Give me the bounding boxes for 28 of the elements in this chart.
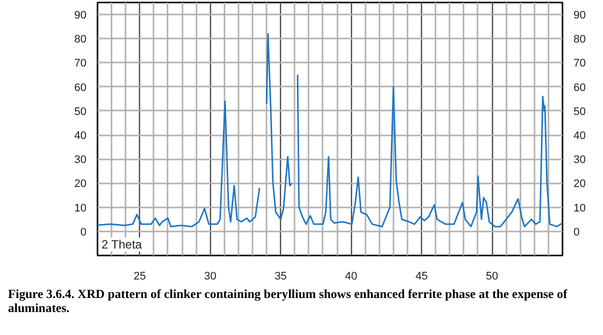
y-tick-label: 70 [74,58,87,70]
y2-tick-label: 40 [574,130,586,142]
y2-tick-label: 60 [574,82,586,94]
y2-tick-label: 20 [574,178,586,190]
y-tick-label: 40 [74,130,87,142]
x-tick-label: 45 [415,270,428,282]
y2-tick-label: 0 [574,226,580,238]
x-tick-label: 50 [486,270,498,282]
y2-tick-label: 90 [574,10,586,22]
y2-tick-label: 80 [574,34,586,46]
y2-tick-label: 30 [574,154,586,166]
y2-tick-label: 10 [574,202,586,214]
y-tick-label: 60 [74,82,87,94]
y-tick-label: 30 [74,154,87,166]
x-tick-label: 25 [134,270,146,282]
y-tick-label: 50 [74,106,87,118]
y-tick-label: 10 [74,202,87,214]
caption: Figure 3.6.4. XRD pattern of clinker containing beryllium shows enhanced ferrite phase at the expense of aluminates. [8,287,568,316]
x-axis-title: 2 Theta [102,238,142,252]
y-tick-label: 80 [74,34,87,46]
y-tick-label: 90 [74,10,87,22]
x-tick-label: 40 [345,270,358,282]
y-tick-label: 0 [80,226,87,238]
y-tick-label: 20 [74,178,87,190]
x-tick-label: 35 [274,270,287,282]
y2-tick-label: 50 [574,106,586,118]
y2-tick-label: 70 [574,58,586,70]
x-tick-label: 30 [204,270,216,282]
